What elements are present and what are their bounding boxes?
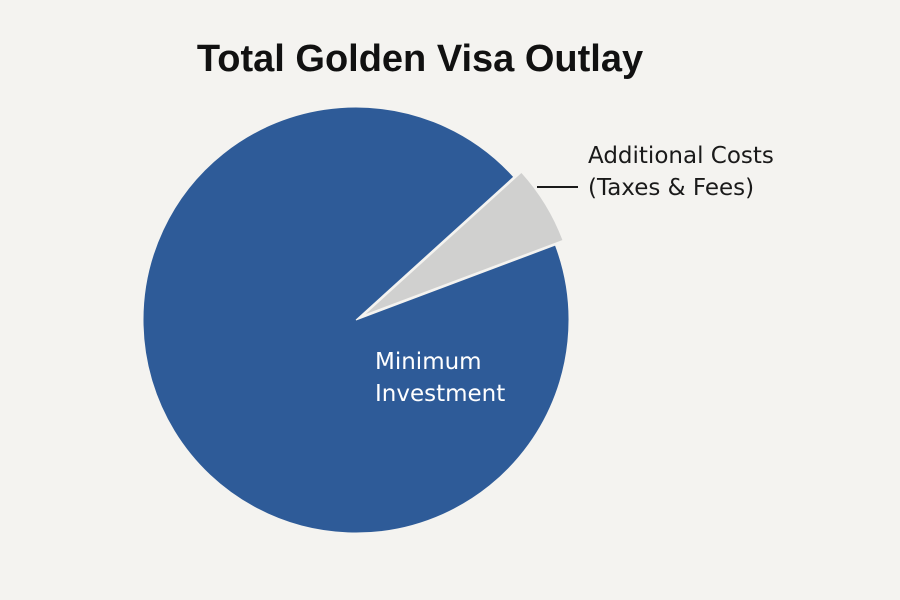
chart-title: Total Golden Visa Outlay: [196, 38, 644, 80]
slice-label: Minimum Investment: [375, 349, 506, 407]
slice-label: Additional Costs (Taxes & Fees): [588, 143, 774, 201]
pie-slice: [363, 171, 564, 316]
pie-slice: [142, 106, 570, 534]
